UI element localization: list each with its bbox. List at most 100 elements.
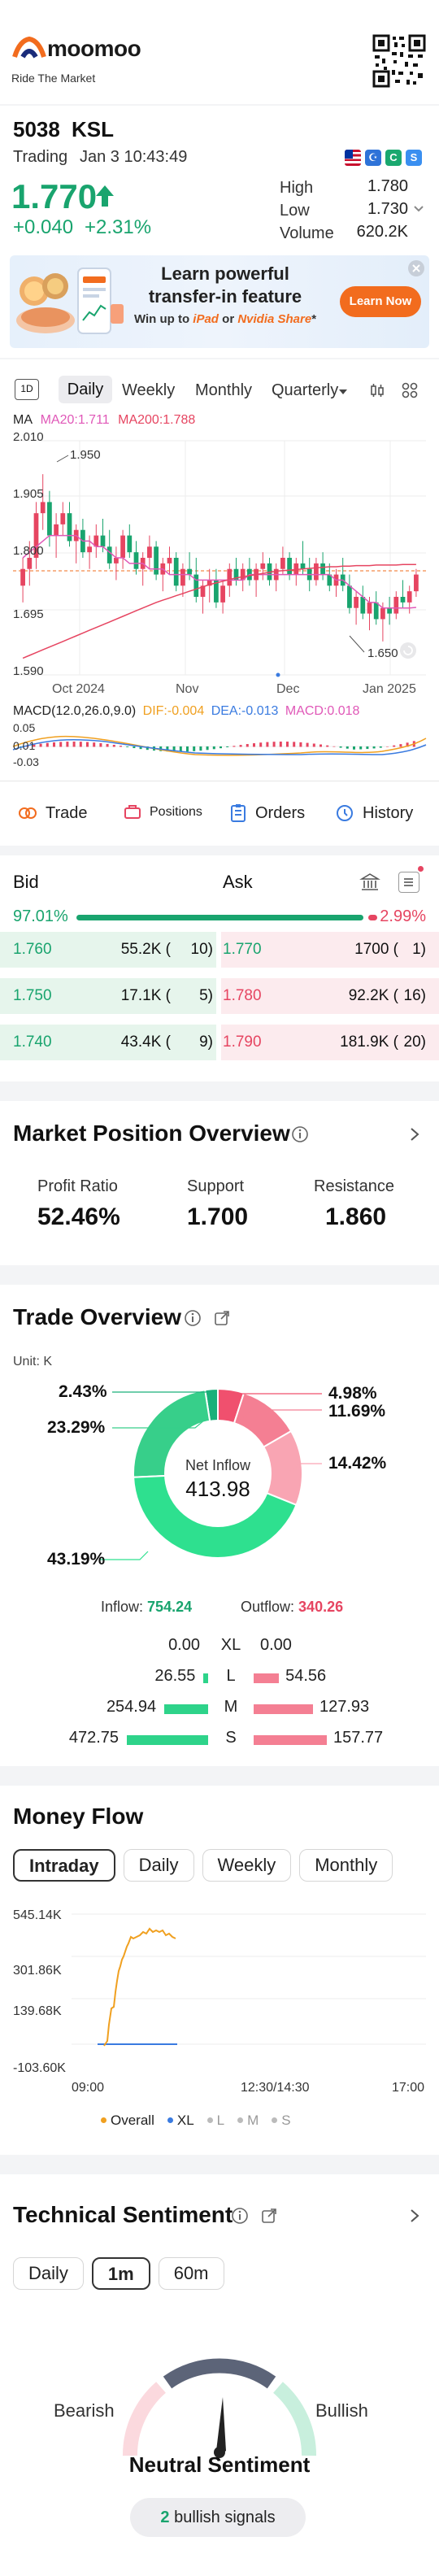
- macd-bar: [246, 744, 249, 747]
- candle-body: [200, 585, 206, 597]
- price-chart[interactable]: 2.010 1.905 1.800 1.695 1.590 1.950 1.65…: [0, 431, 439, 699]
- market-position-chevron-icon[interactable]: [410, 1127, 419, 1142]
- macd-bar: [66, 742, 69, 747]
- tab-mf-daily[interactable]: Daily: [123, 1849, 194, 1882]
- legend-xl[interactable]: XL: [167, 2113, 194, 2129]
- tab-tech-1m[interactable]: 1m: [91, 2257, 150, 2290]
- qr-code[interactable]: [372, 34, 426, 88]
- macd-value: MACD:0.018: [285, 704, 360, 718]
- macd-bar: [372, 746, 376, 749]
- candle-body: [347, 585, 352, 608]
- net-inflow-donut[interactable]: Net Inflow 413.98: [130, 1386, 306, 1561]
- last-price: 1.770: [11, 177, 98, 215]
- flow-size-label: XL: [220, 1636, 241, 1654]
- candle-body: [393, 597, 399, 614]
- chart-1d-button[interactable]: 1D: [15, 379, 39, 400]
- legend-overall[interactable]: Overall: [101, 2113, 154, 2129]
- tab-daily[interactable]: Daily: [59, 376, 112, 403]
- mf-y-tick-2: 301.86K: [13, 1964, 62, 1978]
- banner-learn-now-button[interactable]: Learn Now: [340, 286, 421, 317]
- chart-reset-icon[interactable]: [400, 642, 416, 659]
- candle-body: [180, 568, 185, 586]
- orderbook-row[interactable]: 1.760 55.2K ( 10) 1.770 1700 ( 1): [0, 932, 439, 968]
- tab-intraday[interactable]: Intraday: [13, 1849, 115, 1882]
- trade-overview-info-icon[interactable]: [184, 1309, 202, 1327]
- macd-bar: [212, 746, 215, 750]
- tab-tech-daily[interactable]: Daily: [13, 2257, 84, 2290]
- ma200-legend: MA200:1.788: [118, 413, 196, 427]
- exchange-icon[interactable]: [359, 872, 380, 893]
- candle-body: [67, 513, 72, 542]
- promo-banner[interactable]: Learn powerful transfer-in feature Win u…: [10, 255, 429, 348]
- positions-button[interactable]: Positions: [124, 803, 202, 821]
- orderbook-menu-icon[interactable]: [398, 866, 424, 893]
- candle-style-icon[interactable]: [369, 382, 385, 398]
- macd-bar: [333, 746, 336, 747]
- candle-body: [214, 580, 219, 603]
- technical-info-icon[interactable]: [231, 2207, 249, 2225]
- inflow-label: Inflow:: [101, 1599, 144, 1615]
- banner-close-icon[interactable]: [408, 260, 424, 276]
- candle-body: [47, 502, 52, 536]
- dif-line: [12, 735, 427, 756]
- tab-mf-weekly[interactable]: Weekly: [202, 1849, 292, 1882]
- candle-body: [33, 513, 39, 558]
- macd-bar: [279, 742, 282, 747]
- tab-quarterly[interactable]: Quarterly: [272, 381, 339, 399]
- technical-share-icon[interactable]: [260, 2207, 278, 2225]
- macd-chart[interactable]: 0.05 0.01 -0.03: [0, 722, 439, 772]
- expand-quote-chevron-icon[interactable]: [413, 205, 424, 213]
- macd-bar: [112, 744, 115, 747]
- profit-ratio-label: Profit Ratio: [37, 1177, 118, 1195]
- outflow-label: Outflow:: [241, 1599, 295, 1615]
- quarterly-dropdown-icon[interactable]: [338, 389, 348, 395]
- trade-overview-divider: [0, 1766, 439, 1786]
- donut-pct-l-in: 23.29%: [47, 1418, 106, 1437]
- macd-bar: [312, 743, 315, 747]
- candle-body: [373, 602, 379, 620]
- legend-m[interactable]: M: [237, 2113, 259, 2129]
- orderbook-row[interactable]: 1.740 43.4K ( 9) 1.790 181.9K ( 20): [0, 1025, 439, 1060]
- market-position-info-icon[interactable]: [291, 1125, 309, 1143]
- orders-button[interactable]: Orders: [229, 803, 305, 823]
- event-marker-dot[interactable]: [276, 672, 280, 677]
- tab-weekly[interactable]: Weekly: [122, 381, 176, 399]
- stock-code: 5038: [13, 117, 60, 141]
- high-label: High: [280, 179, 314, 197]
- legend-l[interactable]: L: [206, 2113, 224, 2129]
- stock-name: KSL: [72, 117, 114, 141]
- bullish-signals-pill[interactable]: 2 bullish signals: [130, 2498, 306, 2537]
- tab-tech-60m[interactable]: 60m: [158, 2257, 224, 2290]
- indicator-grid-icon[interactable]: [402, 382, 418, 398]
- money-flow-chart[interactable]: 545.14K 301.86K 139.68K -103.60K 09:00 1…: [0, 1903, 439, 2098]
- macd-bar: [339, 746, 342, 748]
- resistance-label: Resistance: [314, 1177, 394, 1195]
- tab-monthly[interactable]: Monthly: [195, 381, 253, 399]
- flow-in-value: 254.94: [106, 1698, 157, 1716]
- technical-sentiment-title: Technical Sentiment: [13, 2202, 233, 2227]
- tab-mf-monthly[interactable]: Monthly: [299, 1849, 393, 1882]
- macd-bar: [253, 743, 255, 747]
- price-chart-svg: 2.010 1.905 1.800 1.695 1.590 1.950 1.65…: [13, 431, 426, 696]
- legend-s[interactable]: S: [272, 2113, 291, 2129]
- price-change-pct: +2.31%: [85, 216, 152, 238]
- bid-count: 10): [190, 941, 213, 958]
- history-button[interactable]: History: [335, 803, 413, 823]
- flow-size-label: S: [225, 1729, 237, 1747]
- flow-out-value: 127.93: [319, 1698, 370, 1716]
- trade-button[interactable]: Trade: [18, 803, 88, 823]
- macd-bar: [20, 746, 22, 747]
- flow-size-label: M: [224, 1698, 238, 1716]
- technical-tabs: Daily 1m 60m: [13, 2257, 224, 2290]
- banner-suffix: *: [311, 312, 317, 326]
- banner-illustration: [13, 263, 127, 342]
- trade-overview-share-icon[interactable]: [213, 1309, 231, 1327]
- macd-bar: [166, 746, 169, 752]
- y-tick-1800: 1.800: [13, 544, 44, 558]
- gauge-needle: [216, 2397, 226, 2456]
- banner-or: or: [218, 312, 238, 326]
- technical-chevron-icon[interactable]: [410, 2208, 419, 2223]
- flow-size-row: 0.00 XL 0.00: [0, 1631, 439, 1662]
- candle-body: [120, 535, 125, 558]
- orderbook-row[interactable]: 1.750 17.1K ( 5) 1.780 92.2K ( 16): [0, 978, 439, 1014]
